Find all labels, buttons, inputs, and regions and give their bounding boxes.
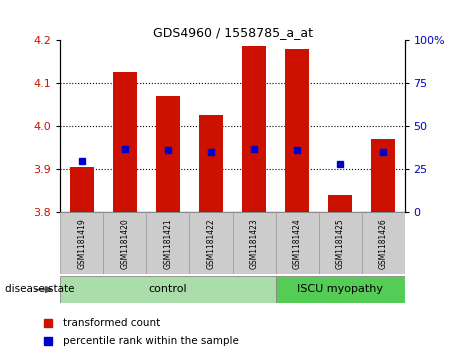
- Text: GSM1181423: GSM1181423: [250, 218, 259, 269]
- FancyBboxPatch shape: [146, 212, 190, 274]
- Text: percentile rank within the sample: percentile rank within the sample: [63, 336, 239, 346]
- Bar: [70, 167, 94, 212]
- Text: GSM1181426: GSM1181426: [379, 218, 387, 269]
- Text: GSM1181424: GSM1181424: [292, 218, 301, 269]
- FancyBboxPatch shape: [190, 212, 232, 274]
- Bar: [199, 115, 223, 212]
- Text: GSM1181422: GSM1181422: [206, 218, 215, 269]
- Title: GDS4960 / 1558785_a_at: GDS4960 / 1558785_a_at: [153, 26, 312, 39]
- FancyBboxPatch shape: [275, 276, 405, 303]
- Bar: [242, 46, 266, 212]
- Text: control: control: [149, 285, 187, 294]
- Bar: [285, 49, 309, 212]
- Bar: [371, 139, 395, 212]
- Text: GSM1181425: GSM1181425: [336, 218, 345, 269]
- FancyBboxPatch shape: [232, 212, 275, 274]
- Text: GSM1181419: GSM1181419: [78, 218, 86, 269]
- Text: GSM1181420: GSM1181420: [120, 218, 129, 269]
- Text: ISCU myopathy: ISCU myopathy: [297, 285, 383, 294]
- Bar: [113, 72, 137, 212]
- FancyBboxPatch shape: [60, 212, 103, 274]
- Text: transformed count: transformed count: [63, 318, 160, 329]
- FancyBboxPatch shape: [362, 212, 405, 274]
- FancyBboxPatch shape: [319, 212, 362, 274]
- FancyBboxPatch shape: [103, 212, 146, 274]
- FancyBboxPatch shape: [60, 276, 275, 303]
- Text: disease state: disease state: [5, 285, 74, 294]
- Bar: [156, 96, 180, 212]
- Text: GSM1181421: GSM1181421: [164, 218, 173, 269]
- Bar: [328, 195, 352, 212]
- FancyBboxPatch shape: [275, 212, 319, 274]
